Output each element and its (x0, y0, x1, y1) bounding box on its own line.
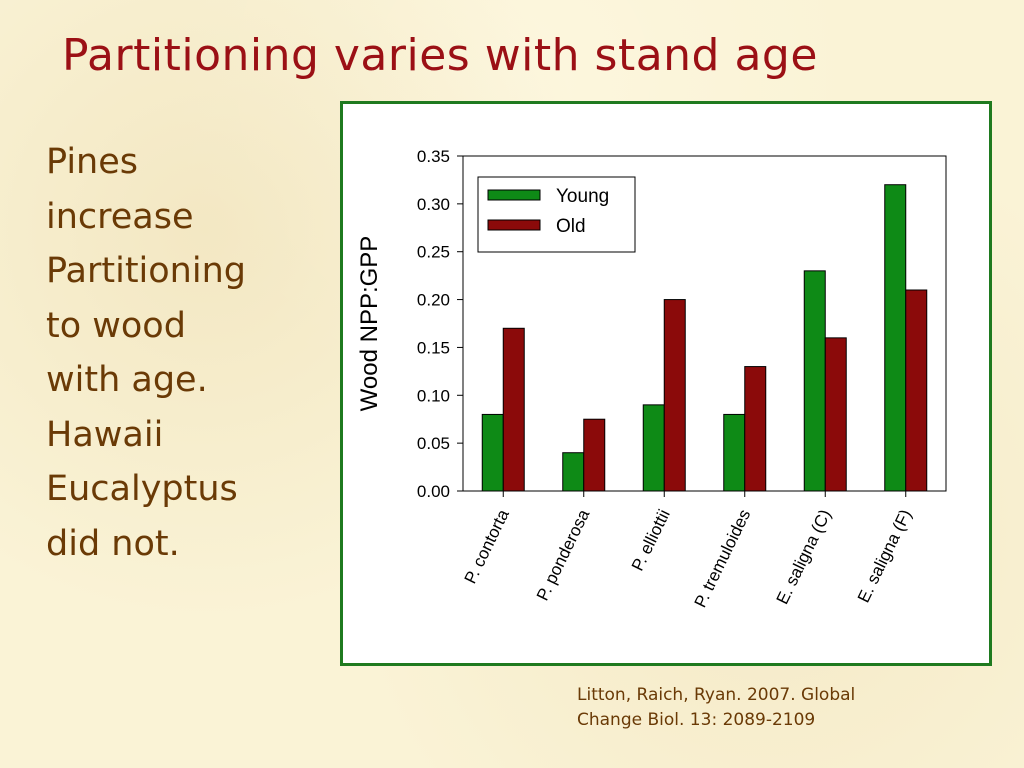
y-tick-label: 0.20 (417, 291, 450, 310)
bar-old (744, 366, 767, 492)
x-tick-label: P. tremuloides (691, 506, 755, 610)
chart-frame: 0.00 0.05 0.10 0.15 0.20 0.25 0.30 0.35 Wood NPP… (340, 101, 992, 666)
plot-area (462, 155, 947, 492)
y-tick-label: 0.05 (417, 434, 450, 453)
bar-young (642, 404, 665, 492)
bar-old (663, 299, 686, 492)
side-text: Pines increase Partitioning to wood with… (46, 142, 246, 564)
legend-label-old: Old (556, 216, 586, 237)
y-tick-label: 0.15 (417, 338, 450, 357)
citation: Litton, Raich, Ryan. 2007. Global Change… (577, 683, 997, 733)
y-tick-label: 0.30 (417, 195, 450, 214)
y-tick-label: 0.25 (417, 243, 450, 262)
x-tick-label: P. ponderosa (533, 506, 594, 604)
y-tick-label: 0.10 (417, 386, 450, 405)
citation-line-1: Litton, Raich, Ryan. 2007. Global (577, 685, 856, 705)
bar-young (803, 270, 826, 492)
bar-young (562, 452, 585, 492)
bar-young (481, 413, 504, 492)
citation-line-2: Change Biol. 13: 2089-2109 (577, 710, 816, 730)
x-tick-label: E. saligna (F) (854, 506, 915, 605)
bar-old (824, 337, 847, 492)
y-tick-label: 0.35 (417, 147, 450, 166)
bar-old (502, 327, 525, 492)
y-axis-label: Wood NPP:GPP (356, 236, 383, 412)
legend-swatch-young (487, 189, 541, 201)
legend-label-young: Young (556, 186, 609, 207)
bar-young (723, 413, 746, 492)
bar-chart: 0.00 0.05 0.10 0.15 0.20 0.25 0.30 0.35 Wood NPP… (356, 147, 947, 610)
bar-young (884, 184, 907, 492)
y-tick-label: 0.00 (417, 482, 450, 501)
x-tick-label: P. elliottii (628, 506, 674, 574)
bar-old (583, 418, 606, 492)
slide-title: Partitioning varies with stand age (62, 30, 818, 81)
legend-swatch-old (487, 219, 541, 231)
x-tick-label: E. saligna (C) (773, 506, 835, 607)
x-tick-label: P. contorta (461, 506, 513, 587)
bar-old (905, 289, 928, 492)
